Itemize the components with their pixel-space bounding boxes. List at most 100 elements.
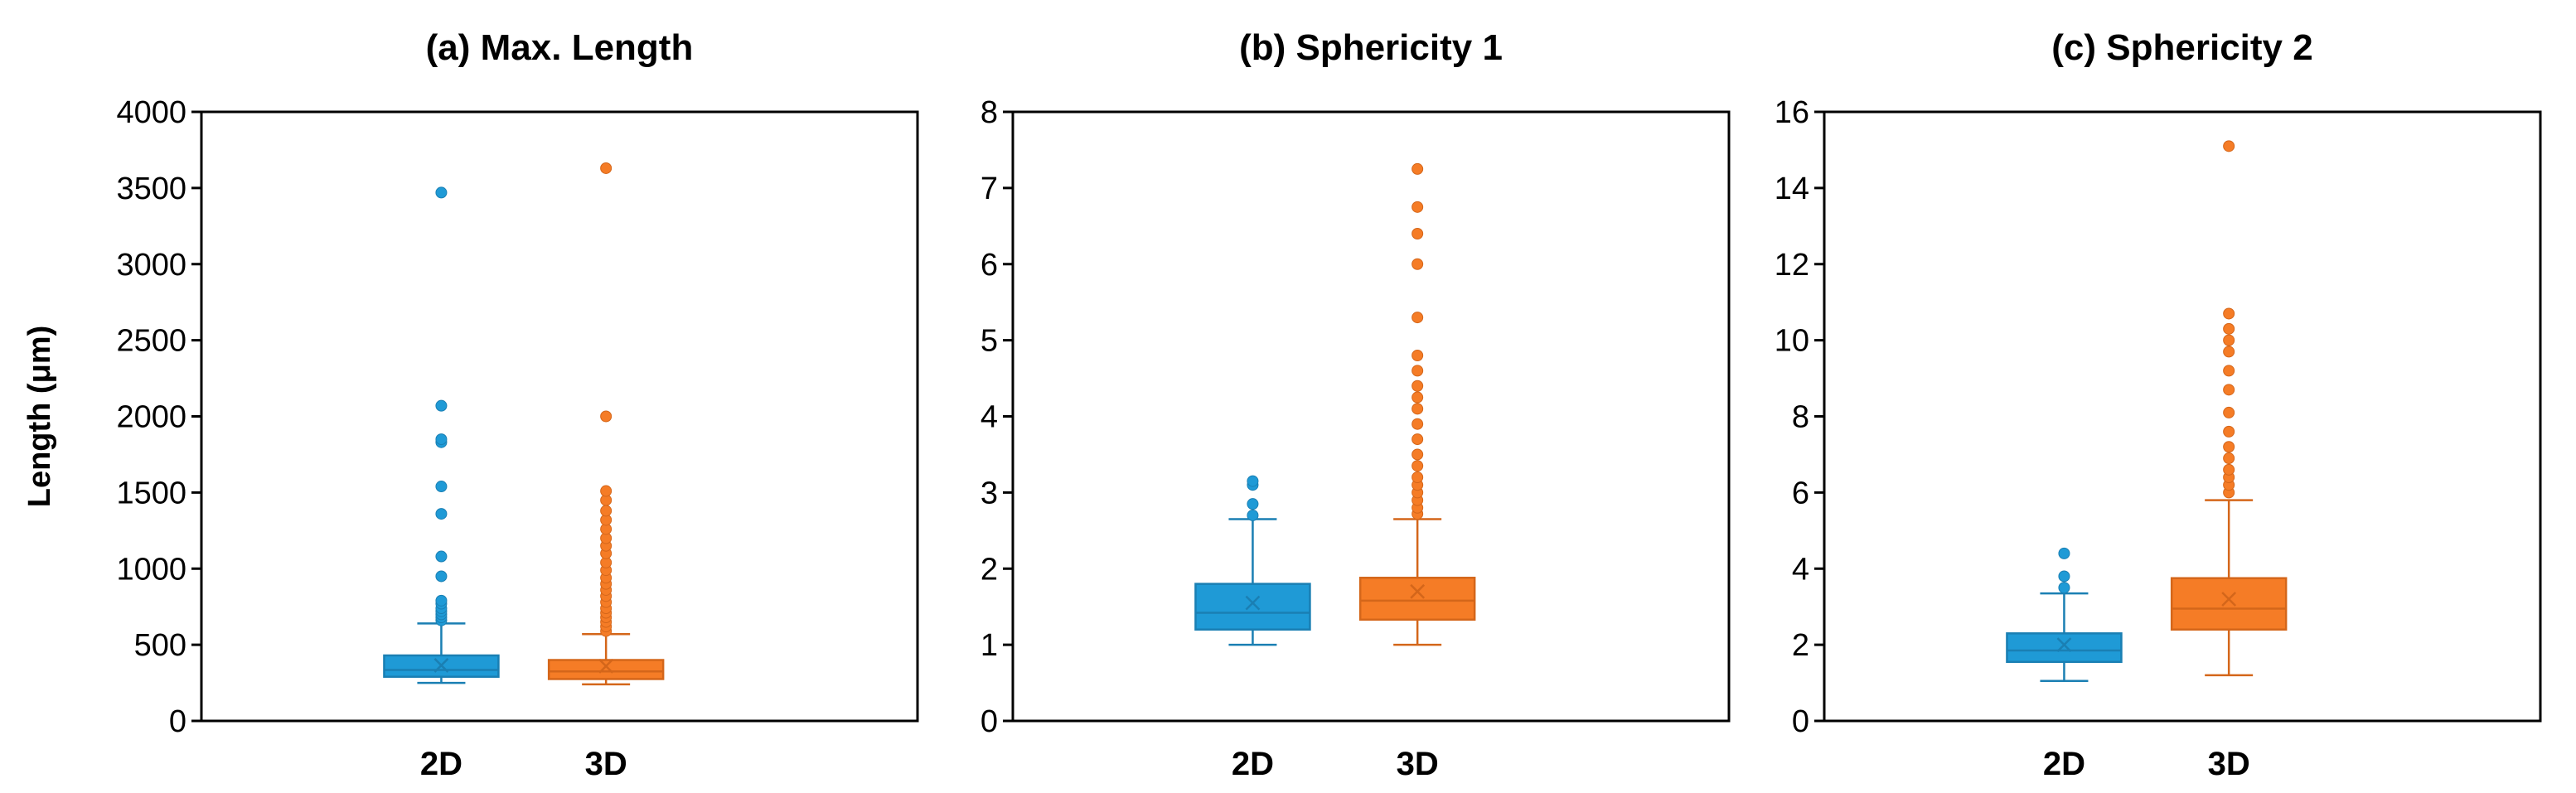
outlier-point [600, 162, 613, 174]
mean-marker-stroke [2221, 592, 2237, 607]
iqr-box [1358, 577, 1476, 621]
outlier-point [2223, 425, 2235, 438]
y-tick-label: 5 [981, 324, 998, 359]
outlier-point [435, 433, 448, 446]
x-category-label: 2D [420, 746, 462, 782]
panel-title: (c) Sphericity 2 [2051, 27, 2312, 68]
panel-2: (b) Sphericity 1 0 1 2 3 4 5 6 7 8 2D 3D [981, 27, 1731, 782]
plot-frame [200, 110, 919, 723]
outlier-point [2223, 463, 2235, 476]
plot-frame [1011, 110, 1731, 723]
outlier-point [435, 594, 448, 607]
panel-title: (b) Sphericity 1 [1239, 27, 1503, 68]
y-tick-label: 0 [1792, 704, 1809, 739]
y-tick-label: 4000 [116, 95, 186, 130]
outlier-point [600, 485, 613, 497]
outlier-point [2223, 334, 2235, 346]
y-tick-label: 2 [1792, 628, 1809, 663]
mean-marker-stroke [598, 658, 614, 674]
y-tick-label: 1000 [116, 552, 186, 587]
outlier-point [1411, 403, 1424, 415]
y-tick-label: 7 [981, 172, 998, 206]
series-3D [547, 162, 665, 686]
y-tick-label: 4 [1792, 552, 1809, 587]
y-tick-label: 0 [169, 704, 186, 739]
y-tick-label: 3 [981, 476, 998, 510]
outlier-point [1411, 162, 1424, 175]
outlier-point [2223, 346, 2235, 358]
series-2D [2006, 547, 2123, 683]
y-tick-label: 8 [981, 95, 998, 130]
series-3D [2170, 140, 2288, 677]
iqr-box [1194, 583, 1311, 631]
outlier-point [2058, 582, 2070, 594]
outlier-point [2223, 452, 2235, 465]
outlier-point [1247, 509, 1259, 521]
y-tick-label: 500 [134, 628, 186, 663]
y-tick-label: 8 [1792, 400, 1809, 435]
y-tick-label: 3000 [116, 248, 186, 283]
panel-title: (a) Max. Length [426, 27, 694, 68]
outlier-point [600, 505, 613, 517]
outlier-point [2223, 406, 2235, 418]
outlier-point [2223, 384, 2235, 396]
y-tick-label: 2500 [116, 324, 186, 359]
outlier-point [1411, 258, 1424, 270]
outlier-point [2223, 307, 2235, 320]
mean-marker-stroke [1410, 583, 1426, 599]
outlier-point [435, 550, 448, 563]
outlier-point [435, 186, 448, 199]
y-tick-label: 3500 [116, 172, 186, 206]
mean-marker-stroke [433, 658, 449, 673]
series-2D [1194, 475, 1311, 646]
outlier-point [435, 481, 448, 493]
outlier-point [1411, 312, 1424, 324]
y-tick-label: 1 [981, 628, 998, 663]
series-3D [1358, 162, 1476, 646]
outlier-point [435, 399, 448, 412]
outlier-point [1411, 365, 1424, 377]
y-tick-label: 1500 [116, 476, 186, 510]
x-category-label: 3D [1397, 746, 1439, 782]
y-tick-label: 0 [981, 704, 998, 739]
x-category-label: 3D [2208, 746, 2250, 782]
outlier-point [1411, 201, 1424, 213]
iqr-box [2006, 632, 2123, 664]
y-tick-label: 14 [1775, 172, 1809, 206]
outlier-point [1247, 475, 1259, 487]
y-tick-label: 16 [1775, 95, 1809, 130]
y-tick-label: 4 [981, 400, 998, 435]
outlier-point [600, 410, 613, 423]
outlier-point [2223, 365, 2235, 377]
outlier-point [435, 508, 448, 520]
outlier-point [2058, 570, 2070, 583]
y-axis-label: Length (μm) [22, 326, 57, 508]
outlier-point [2223, 140, 2235, 152]
outlier-point [1411, 460, 1424, 472]
outlier-point [1411, 350, 1424, 361]
x-category-label: 3D [585, 746, 627, 782]
outlier-point [1247, 498, 1259, 510]
outlier-point [1411, 433, 1424, 446]
iqr-box [547, 659, 665, 680]
y-tick-label: 6 [1792, 476, 1809, 510]
outlier-point [2058, 547, 2070, 559]
y-tick-label: 6 [981, 248, 998, 283]
outlier-point [1411, 391, 1424, 404]
y-tick-label: 10 [1775, 324, 1809, 359]
outlier-point [1411, 228, 1424, 239]
outlier-point [1411, 448, 1424, 461]
series-2D [383, 186, 500, 684]
outlier-point [1411, 471, 1424, 483]
y-tick-label: 2000 [116, 400, 186, 435]
x-category-label: 2D [2043, 746, 2085, 782]
panel-3: (c) Sphericity 2 0 2 4 6 8 10 12 14 16 2D 3D [1775, 27, 2542, 782]
mean-marker-stroke [2056, 637, 2072, 653]
outlier-point [2223, 441, 2235, 453]
outlier-point [2223, 322, 2235, 335]
x-category-label: 2D [1232, 746, 1274, 782]
panel-1: (a) Max. Length 0 500 1000 1500 2000 2500 3000 3… [22, 27, 919, 782]
outlier-point [435, 570, 448, 583]
